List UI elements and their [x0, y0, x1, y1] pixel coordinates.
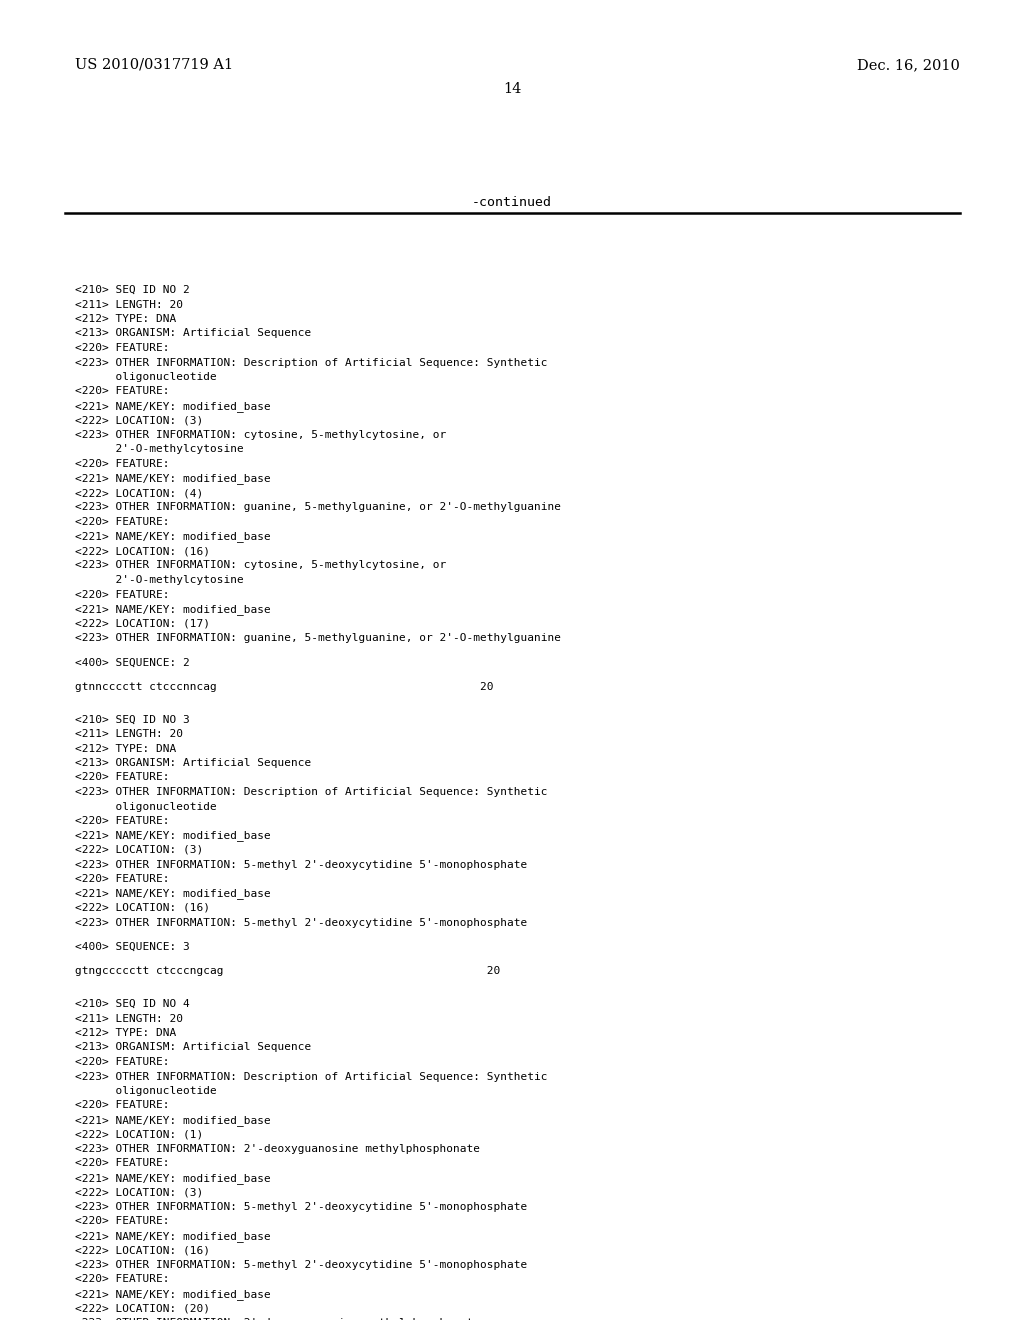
- Text: <220> FEATURE:: <220> FEATURE:: [75, 459, 170, 469]
- Text: <220> FEATURE:: <220> FEATURE:: [75, 1159, 170, 1168]
- Text: <220> FEATURE:: <220> FEATURE:: [75, 874, 170, 884]
- Text: <223> OTHER INFORMATION: 5-methyl 2'-deoxycytidine 5'-monophosphate: <223> OTHER INFORMATION: 5-methyl 2'-deo…: [75, 1203, 527, 1212]
- Text: <220> FEATURE:: <220> FEATURE:: [75, 343, 170, 352]
- Text: <220> FEATURE:: <220> FEATURE:: [75, 1275, 170, 1284]
- Text: <220> FEATURE:: <220> FEATURE:: [75, 517, 170, 527]
- Text: <212> TYPE: DNA: <212> TYPE: DNA: [75, 743, 176, 754]
- Text: <223> OTHER INFORMATION: Description of Artificial Sequence: Synthetic: <223> OTHER INFORMATION: Description of …: [75, 358, 548, 367]
- Text: <221> NAME/KEY: modified_base: <221> NAME/KEY: modified_base: [75, 605, 270, 615]
- Text: <223> OTHER INFORMATION: 5-methyl 2'-deoxycytidine 5'-monophosphate: <223> OTHER INFORMATION: 5-methyl 2'-deo…: [75, 917, 527, 928]
- Text: <222> LOCATION: (20): <222> LOCATION: (20): [75, 1304, 210, 1313]
- Text: <223> OTHER INFORMATION: cytosine, 5-methylcytosine, or: <223> OTHER INFORMATION: cytosine, 5-met…: [75, 430, 446, 440]
- Text: <212> TYPE: DNA: <212> TYPE: DNA: [75, 314, 176, 323]
- Text: <220> FEATURE:: <220> FEATURE:: [75, 1217, 170, 1226]
- Text: <400> SEQUENCE: 2: <400> SEQUENCE: 2: [75, 657, 189, 668]
- Text: <220> FEATURE:: <220> FEATURE:: [75, 1057, 170, 1067]
- Text: <221> NAME/KEY: modified_base: <221> NAME/KEY: modified_base: [75, 1290, 270, 1300]
- Text: <222> LOCATION: (16): <222> LOCATION: (16): [75, 546, 210, 556]
- Text: <223> OTHER INFORMATION: guanine, 5-methylguanine, or 2'-O-methylguanine: <223> OTHER INFORMATION: guanine, 5-meth…: [75, 634, 561, 643]
- Text: <222> LOCATION: (4): <222> LOCATION: (4): [75, 488, 203, 498]
- Text: <220> FEATURE:: <220> FEATURE:: [75, 772, 170, 783]
- Text: <220> FEATURE:: <220> FEATURE:: [75, 816, 170, 826]
- Text: <221> NAME/KEY: modified_base: <221> NAME/KEY: modified_base: [75, 1173, 270, 1184]
- Text: <221> NAME/KEY: modified_base: <221> NAME/KEY: modified_base: [75, 1115, 270, 1126]
- Text: <221> NAME/KEY: modified_base: <221> NAME/KEY: modified_base: [75, 888, 270, 899]
- Text: <222> LOCATION: (3): <222> LOCATION: (3): [75, 1188, 203, 1197]
- Text: <221> NAME/KEY: modified_base: <221> NAME/KEY: modified_base: [75, 474, 270, 484]
- Text: <220> FEATURE:: <220> FEATURE:: [75, 590, 170, 599]
- Text: <220> FEATURE:: <220> FEATURE:: [75, 387, 170, 396]
- Text: oligonucleotide: oligonucleotide: [75, 372, 217, 381]
- Text: <220> FEATURE:: <220> FEATURE:: [75, 1101, 170, 1110]
- Text: <221> NAME/KEY: modified_base: <221> NAME/KEY: modified_base: [75, 1232, 270, 1242]
- Text: 14: 14: [503, 82, 521, 96]
- Text: <213> ORGANISM: Artificial Sequence: <213> ORGANISM: Artificial Sequence: [75, 758, 311, 768]
- Text: US 2010/0317719 A1: US 2010/0317719 A1: [75, 58, 233, 73]
- Text: <222> LOCATION: (3): <222> LOCATION: (3): [75, 845, 203, 855]
- Text: -continued: -continued: [472, 195, 552, 209]
- Text: <211> LENGTH: 20: <211> LENGTH: 20: [75, 1014, 183, 1023]
- Text: <222> LOCATION: (3): <222> LOCATION: (3): [75, 416, 203, 425]
- Text: <223> OTHER INFORMATION: 5-methyl 2'-deoxycytidine 5'-monophosphate: <223> OTHER INFORMATION: 5-methyl 2'-deo…: [75, 1261, 527, 1270]
- Text: <222> LOCATION: (16): <222> LOCATION: (16): [75, 903, 210, 913]
- Text: <221> NAME/KEY: modified_base: <221> NAME/KEY: modified_base: [75, 532, 270, 543]
- Text: 2'-O-methylcytosine: 2'-O-methylcytosine: [75, 445, 244, 454]
- Text: <210> SEQ ID NO 2: <210> SEQ ID NO 2: [75, 285, 189, 294]
- Text: <223> OTHER INFORMATION: 2'-deoxyguanosine methylphosphonate: <223> OTHER INFORMATION: 2'-deoxyguanosi…: [75, 1144, 480, 1154]
- Text: <212> TYPE: DNA: <212> TYPE: DNA: [75, 1028, 176, 1038]
- Text: oligonucleotide: oligonucleotide: [75, 801, 217, 812]
- Text: <222> LOCATION: (16): <222> LOCATION: (16): [75, 1246, 210, 1255]
- Text: <400> SEQUENCE: 3: <400> SEQUENCE: 3: [75, 942, 189, 952]
- Text: <223> OTHER INFORMATION: guanine, 5-methylguanine, or 2'-O-methylguanine: <223> OTHER INFORMATION: guanine, 5-meth…: [75, 503, 561, 512]
- Text: <222> LOCATION: (17): <222> LOCATION: (17): [75, 619, 210, 628]
- Text: oligonucleotide: oligonucleotide: [75, 1086, 217, 1096]
- Text: <223> OTHER INFORMATION: Description of Artificial Sequence: Synthetic: <223> OTHER INFORMATION: Description of …: [75, 787, 548, 797]
- Text: <221> NAME/KEY: modified_base: <221> NAME/KEY: modified_base: [75, 830, 270, 841]
- Text: 2'-O-methylcytosine: 2'-O-methylcytosine: [75, 576, 244, 585]
- Text: <223> OTHER INFORMATION: cytosine, 5-methylcytosine, or: <223> OTHER INFORMATION: cytosine, 5-met…: [75, 561, 446, 570]
- Text: <213> ORGANISM: Artificial Sequence: <213> ORGANISM: Artificial Sequence: [75, 1043, 311, 1052]
- Text: <222> LOCATION: (1): <222> LOCATION: (1): [75, 1130, 203, 1139]
- Text: <211> LENGTH: 20: <211> LENGTH: 20: [75, 300, 183, 309]
- Text: gtngccccctt ctcccngcag                                       20: gtngccccctt ctcccngcag 20: [75, 966, 501, 977]
- Text: Dec. 16, 2010: Dec. 16, 2010: [857, 58, 961, 73]
- Text: <210> SEQ ID NO 3: <210> SEQ ID NO 3: [75, 714, 189, 725]
- Text: <210> SEQ ID NO 4: <210> SEQ ID NO 4: [75, 999, 189, 1008]
- Text: <223> OTHER INFORMATION: 5-methyl 2'-deoxycytidine 5'-monophosphate: <223> OTHER INFORMATION: 5-methyl 2'-deo…: [75, 859, 527, 870]
- Text: <211> LENGTH: 20: <211> LENGTH: 20: [75, 729, 183, 739]
- Text: <221> NAME/KEY: modified_base: <221> NAME/KEY: modified_base: [75, 401, 270, 412]
- Text: gtnncccctt ctcccnncag                                       20: gtnncccctt ctcccnncag 20: [75, 682, 494, 692]
- Text: <223> OTHER INFORMATION: 2'-deoxyguanosine methylphosphonate: <223> OTHER INFORMATION: 2'-deoxyguanosi…: [75, 1317, 480, 1320]
- Text: <213> ORGANISM: Artificial Sequence: <213> ORGANISM: Artificial Sequence: [75, 329, 311, 338]
- Text: <223> OTHER INFORMATION: Description of Artificial Sequence: Synthetic: <223> OTHER INFORMATION: Description of …: [75, 1072, 548, 1081]
